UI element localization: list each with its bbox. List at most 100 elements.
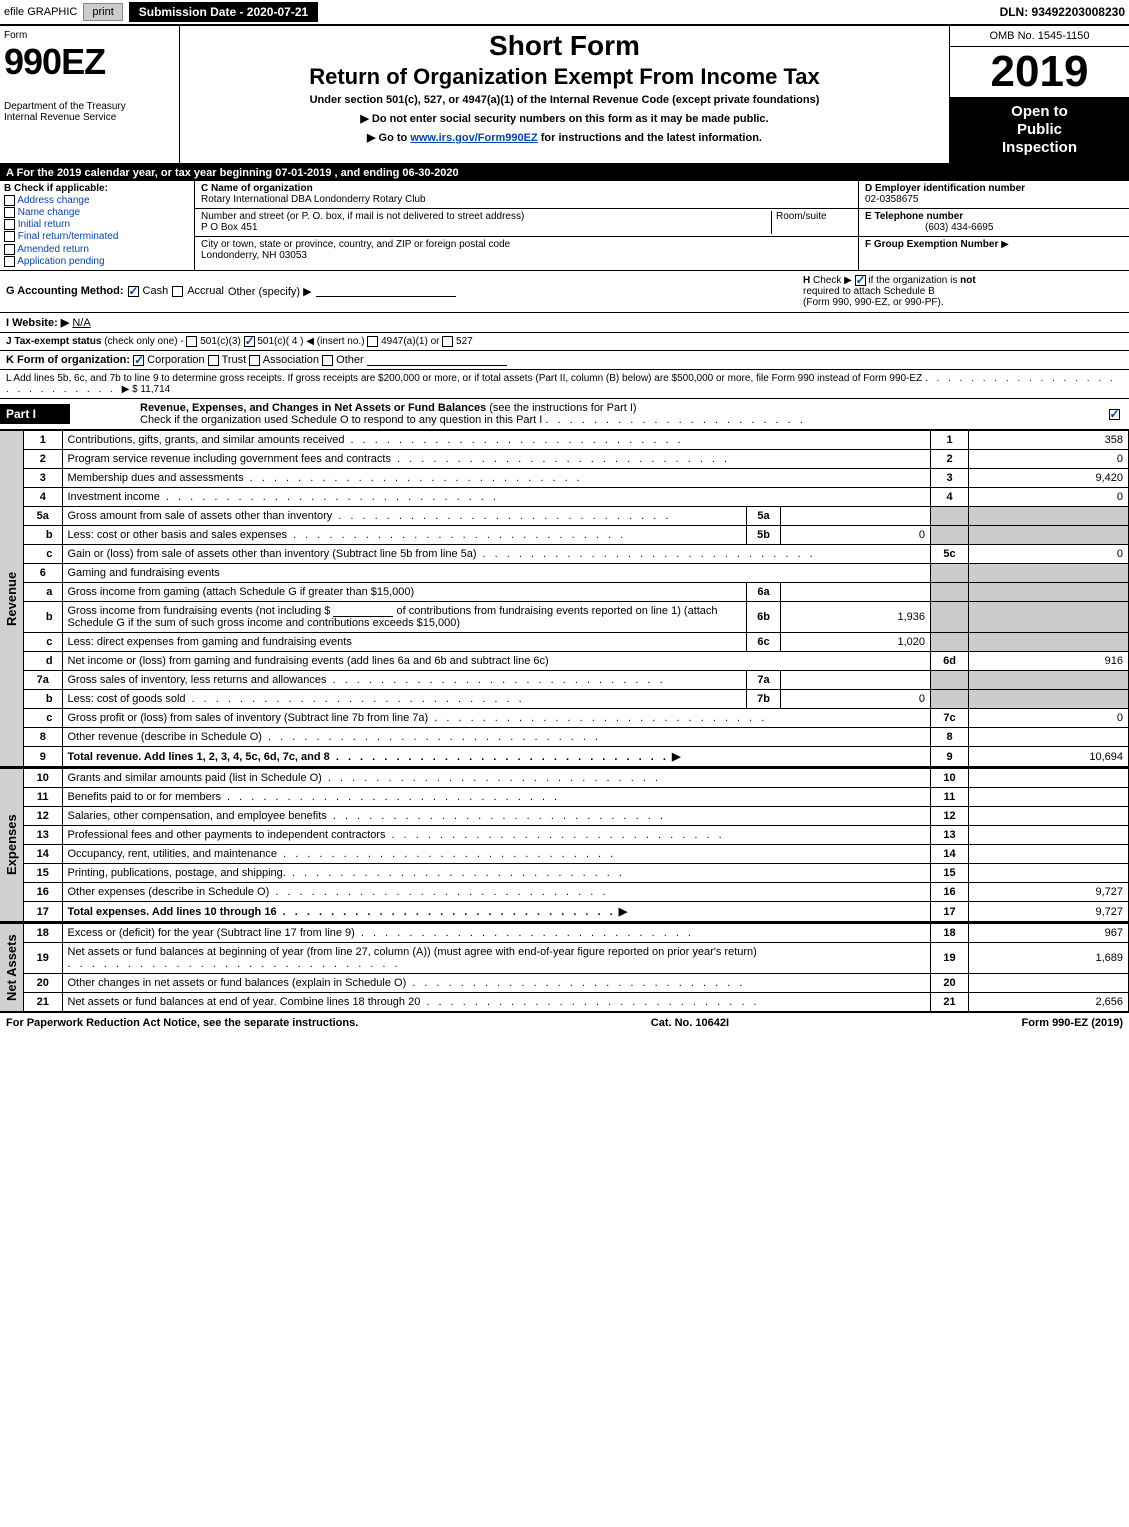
part-i-title-area: Revenue, Expenses, and Changes in Net As… (70, 399, 1099, 429)
top-bar-left: efile GRAPHIC print Submission Date - 20… (4, 2, 318, 22)
form-number: 990EZ (4, 41, 175, 83)
checkbox-corporation[interactable] (133, 355, 144, 366)
line-no: 15 (24, 864, 62, 883)
checkbox-501c[interactable] (244, 336, 255, 347)
dept-treasury: Department of the Treasury (4, 101, 175, 112)
dots-icon (160, 491, 499, 503)
shaded-cell (931, 564, 969, 583)
g-label: G Accounting Method: (6, 285, 124, 297)
line-no: 4 (24, 488, 62, 507)
other-org-field[interactable] (367, 354, 507, 366)
line-desc: Gross income from gaming (attach Schedul… (62, 583, 747, 602)
sub-ref: 7b (747, 690, 781, 709)
line-1: 1Contributions, gifts, grants, and simil… (24, 431, 1129, 450)
opt-501c: 501(c)( 4 ) ◀ (insert no.) (257, 336, 364, 347)
i-label: I Website: ▶ (6, 317, 69, 329)
line-value: 2,656 (969, 993, 1129, 1012)
checkbox-icon[interactable] (4, 244, 15, 255)
checkbox-icon[interactable] (4, 219, 15, 230)
revenue-body: 1Contributions, gifts, grants, and simil… (24, 430, 1129, 767)
desc-text: Other revenue (describe in Schedule O) (68, 731, 262, 743)
expenses-section: Expenses 10Grants and similar amounts pa… (0, 768, 1129, 923)
line-no: 5a (24, 507, 62, 526)
line-no: c (24, 633, 62, 652)
line-17: 17Total expenses. Add lines 10 through 1… (24, 902, 1129, 922)
checkbox-other[interactable] (322, 355, 333, 366)
checkbox-icon[interactable] (4, 256, 15, 267)
contrib-amount-field[interactable] (333, 605, 393, 617)
sub-ref: 5a (747, 507, 781, 526)
line-desc: Gross amount from sale of assets other t… (62, 507, 747, 526)
line-no: b (24, 526, 62, 545)
checkbox-501c3[interactable] (186, 336, 197, 347)
check-final-return[interactable]: Final return/terminated (4, 231, 190, 242)
check-address-change[interactable]: Address change (4, 195, 190, 206)
h-text2: if the organization is (868, 275, 960, 286)
desc-text: Less: cost of goods sold (68, 693, 186, 705)
line-7c: cGross profit or (loss) from sales of in… (24, 709, 1129, 728)
row-K-form-org: K Form of organization: Corporation Trus… (0, 351, 1129, 370)
other-specify-field[interactable] (316, 285, 456, 297)
line-no: a (24, 583, 62, 602)
dots-icon (406, 977, 745, 989)
checkbox-schedule-b[interactable] (855, 275, 866, 286)
checkbox-trust[interactable] (208, 355, 219, 366)
check-application-pending[interactable]: Application pending (4, 256, 190, 267)
desc-text: Gross sales of inventory, less returns a… (68, 674, 327, 686)
col-B-checkboxes: B Check if applicable: Address change Na… (0, 181, 195, 270)
org-city-row: City or town, state or province, country… (195, 237, 858, 265)
checkbox-schedule-o[interactable] (1109, 409, 1120, 420)
form-ref-pre: Form (1022, 1017, 1053, 1029)
line-desc: Other changes in net assets or fund bala… (62, 974, 931, 993)
org-name: Rotary International DBA Londonderry Rot… (201, 194, 426, 205)
check-initial-return[interactable]: Initial return (4, 219, 190, 230)
checkbox-cash[interactable] (128, 286, 139, 297)
desc-text: Grants and similar amounts paid (list in… (68, 772, 322, 784)
sub-value: 1,936 (781, 602, 931, 633)
tax-year: 2019 (950, 47, 1129, 97)
shaded-cell (969, 507, 1129, 526)
shaded-cell (969, 690, 1129, 709)
line-13: 13Professional fees and other payments t… (24, 826, 1129, 845)
sub-ref: 6b (747, 602, 781, 633)
org-info-grid: B Check if applicable: Address change Na… (0, 181, 1129, 271)
line-desc: Total expenses. Add lines 10 through 16 … (62, 902, 931, 922)
header-left: Form 990EZ Department of the Treasury In… (0, 26, 180, 163)
line-10: 10 Grants and similar amounts paid (list … (24, 769, 1129, 788)
checkbox-icon[interactable] (4, 231, 15, 242)
print-button[interactable]: print (83, 3, 122, 21)
line-desc: Salaries, other compensation, and employ… (62, 807, 931, 826)
checkbox-icon[interactable] (4, 207, 15, 218)
shaded-cell (969, 526, 1129, 545)
line-value: 9,420 (969, 469, 1129, 488)
phone-label: E Telephone number (865, 211, 963, 222)
dots-icon (420, 996, 759, 1008)
h-text3: required to attach Schedule B (803, 286, 935, 297)
line-desc: Net assets or fund balances at beginning… (62, 943, 931, 974)
check-label: Address change (17, 195, 89, 206)
desc-text: Excess or (deficit) for the year (Subtra… (68, 927, 355, 939)
check-name-change[interactable]: Name change (4, 207, 190, 218)
line-value: 916 (969, 652, 1129, 671)
irs-link[interactable]: www.irs.gov/Form990EZ (410, 132, 537, 144)
line-desc: Membership dues and assessments (62, 469, 931, 488)
checkbox-icon[interactable] (4, 195, 15, 206)
line-no: 1 (24, 431, 62, 450)
checkbox-4947[interactable] (367, 336, 378, 347)
check-amended-return[interactable]: Amended return (4, 244, 190, 255)
checkbox-accrual[interactable] (172, 286, 183, 297)
arrow-icon: ▶ (367, 132, 375, 144)
check-label: Application pending (17, 256, 104, 267)
col-ref: 10 (931, 769, 969, 788)
checkbox-association[interactable] (249, 355, 260, 366)
line-value: 0 (969, 545, 1129, 564)
col-ref: 15 (931, 864, 969, 883)
form-ref-no: 990-EZ (1052, 1017, 1088, 1029)
ein-value: 02-0358675 (865, 194, 918, 205)
line-no: 21 (24, 993, 62, 1012)
line-desc: Gross profit or (loss) from sales of inv… (62, 709, 931, 728)
col-ref: 6d (931, 652, 969, 671)
dots-icon (327, 810, 666, 822)
ein-label: D Employer identification number (865, 183, 1025, 194)
checkbox-527[interactable] (442, 336, 453, 347)
